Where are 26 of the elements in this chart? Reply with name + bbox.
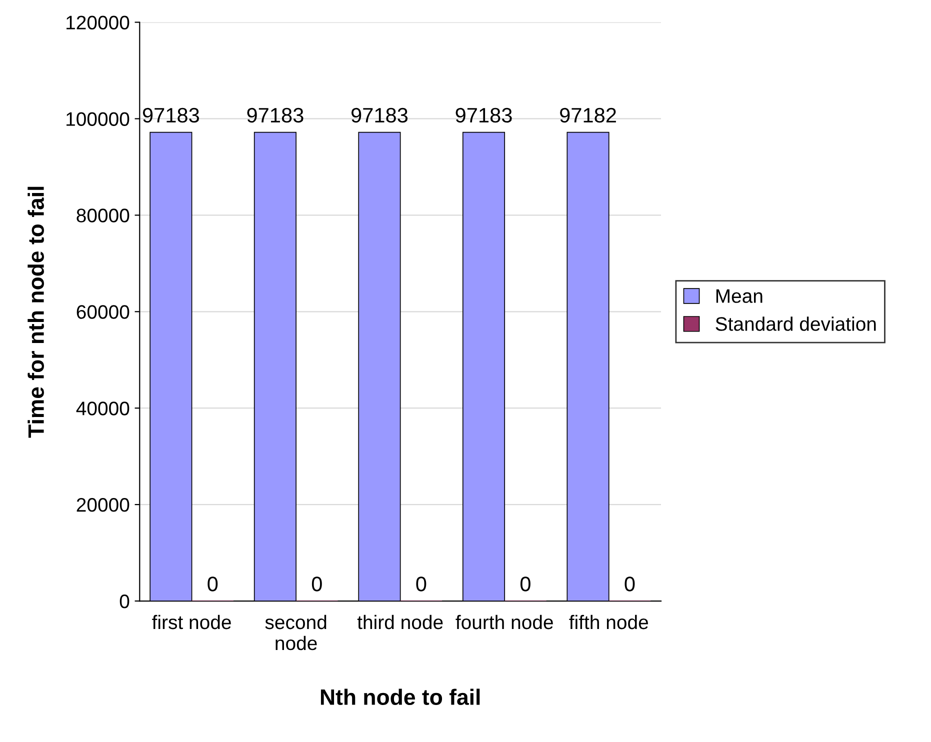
data-label: 97183 [142,108,199,123]
y-axis-title: Time for nth node to fail [28,186,44,438]
legend-label: Mean [716,289,762,303]
data-label: 97182 [560,108,616,123]
data-label: 97183 [247,108,304,123]
legend-label: Standard deviation [716,316,876,331]
data-label: 0 [416,576,426,592]
data-label: 0 [624,576,635,592]
data-label: 97183 [456,108,512,123]
y-tick-label: 20000 [76,498,130,512]
y-tick-label: 60000 [76,305,130,319]
data-label: 0 [520,576,530,592]
y-tick-label: 100000 [66,112,130,126]
x-tick-label: fourth node [456,614,553,630]
x-tick-label: fifth node [569,614,648,630]
y-tick-label: 0 [120,594,130,608]
y-tick-label: 80000 [76,208,130,222]
x-axis-title: Nth node to fail [320,688,480,706]
x-tick-label: first node [152,614,231,630]
y-tick-label: 40000 [76,402,130,416]
y-tick-label: 120000 [66,16,130,30]
x-tick-label: second node [265,614,326,650]
data-label: 97183 [351,108,408,123]
data-label: 0 [312,576,322,592]
data-label: 0 [208,576,218,592]
x-tick-label: third node [357,614,443,630]
